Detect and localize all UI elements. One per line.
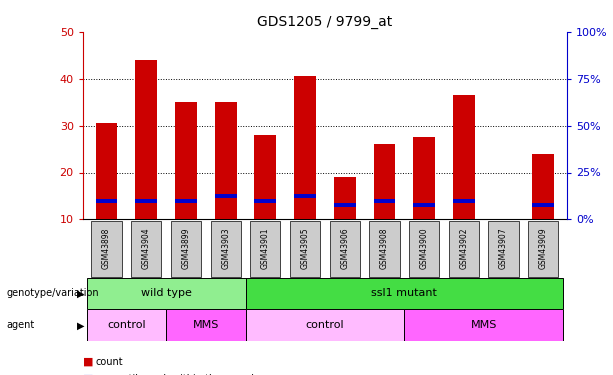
Bar <box>413 203 435 207</box>
Text: GSM43909: GSM43909 <box>539 228 547 269</box>
Bar <box>96 199 118 202</box>
Bar <box>449 220 479 277</box>
Bar <box>405 309 563 341</box>
Text: ■: ■ <box>83 374 93 375</box>
Text: GSM43905: GSM43905 <box>300 228 310 269</box>
Text: GSM43901: GSM43901 <box>261 228 270 269</box>
Bar <box>532 203 554 207</box>
Bar <box>528 220 558 277</box>
Bar <box>294 194 316 198</box>
Bar <box>86 278 245 309</box>
Bar <box>96 123 118 219</box>
Text: GSM43899: GSM43899 <box>181 228 191 269</box>
Bar <box>453 199 474 202</box>
Text: count: count <box>95 357 123 367</box>
Bar <box>245 309 405 341</box>
Bar <box>294 76 316 219</box>
Bar <box>334 177 356 219</box>
Bar <box>175 199 197 202</box>
Text: GSM43900: GSM43900 <box>420 228 428 269</box>
Bar <box>413 137 435 219</box>
Bar <box>254 135 276 219</box>
Text: ■: ■ <box>83 357 93 367</box>
Text: MMS: MMS <box>471 320 497 330</box>
Text: GSM43908: GSM43908 <box>380 228 389 269</box>
Bar <box>334 203 356 207</box>
Title: GDS1205 / 9799_at: GDS1205 / 9799_at <box>257 15 392 30</box>
Text: ssl1 mutant: ssl1 mutant <box>371 288 437 298</box>
Bar <box>171 220 201 277</box>
Bar <box>135 199 157 202</box>
Bar <box>453 95 474 219</box>
Bar <box>91 220 121 277</box>
Text: wild type: wild type <box>140 288 191 298</box>
Text: percentile rank within the sample: percentile rank within the sample <box>95 374 260 375</box>
Bar <box>215 194 237 198</box>
Text: GSM43904: GSM43904 <box>142 228 151 269</box>
Bar <box>489 220 519 277</box>
Bar <box>245 278 563 309</box>
Bar <box>166 309 245 341</box>
Text: GSM43898: GSM43898 <box>102 228 111 269</box>
Text: GSM43906: GSM43906 <box>340 228 349 269</box>
Text: ▶: ▶ <box>77 288 85 298</box>
Bar <box>532 154 554 219</box>
Bar <box>175 102 197 219</box>
Text: control: control <box>107 320 146 330</box>
Text: GSM43903: GSM43903 <box>221 228 230 269</box>
Bar <box>135 60 157 219</box>
Bar <box>250 220 280 277</box>
Text: GSM43907: GSM43907 <box>499 228 508 269</box>
Bar <box>86 309 166 341</box>
Text: MMS: MMS <box>192 320 219 330</box>
Bar <box>370 220 400 277</box>
Bar <box>254 199 276 202</box>
Bar <box>290 220 320 277</box>
Text: GSM43902: GSM43902 <box>459 228 468 269</box>
Text: ▶: ▶ <box>77 320 85 330</box>
Bar <box>131 220 161 277</box>
Bar <box>215 102 237 219</box>
Text: control: control <box>305 320 345 330</box>
Text: agent: agent <box>6 320 34 330</box>
Bar <box>373 144 395 219</box>
Bar <box>211 220 241 277</box>
Bar <box>373 199 395 202</box>
Text: genotype/variation: genotype/variation <box>6 288 99 298</box>
Bar <box>330 220 360 277</box>
Bar <box>409 220 439 277</box>
